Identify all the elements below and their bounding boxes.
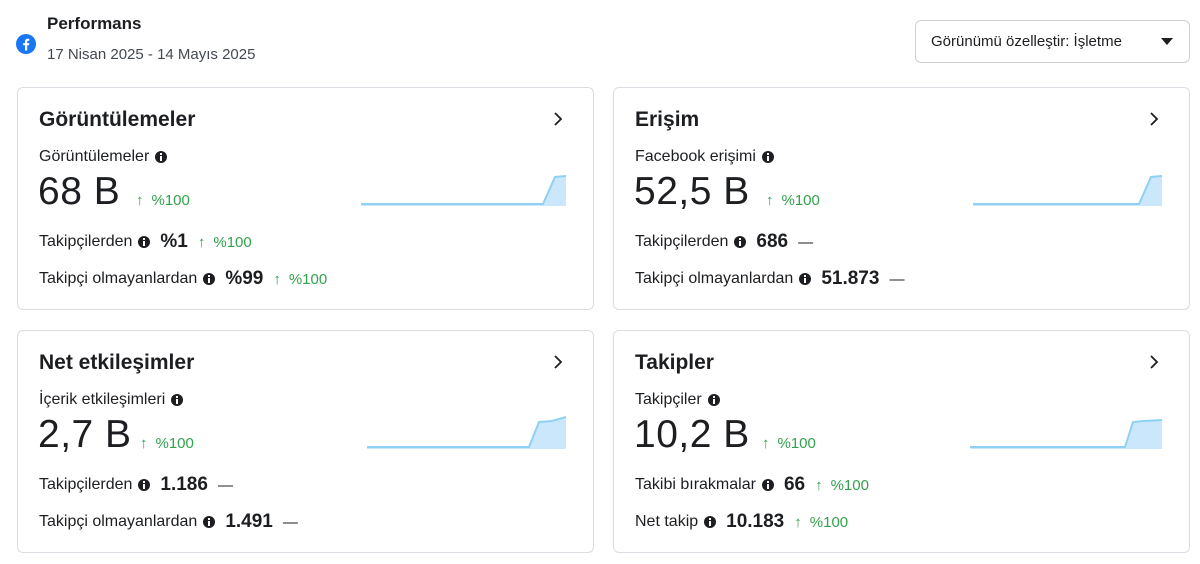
sub-metric-change: — xyxy=(217,476,233,494)
date-range: 17 Nisan 2025 - 14 Mayıs 2025 xyxy=(47,46,256,63)
sub-metric-label: Takipçilerden xyxy=(39,233,133,250)
sub-metric-value: %99 xyxy=(225,268,264,289)
sub-metric-row: Takipçilerden %1 ↑ %100 xyxy=(39,231,252,253)
sub-metric-label: Net takip xyxy=(635,513,699,530)
sub-metric-change: %100 xyxy=(288,270,328,288)
card-engagements[interactable]: Net etkileşimler İçerik etkileşimleri 2,… xyxy=(17,330,594,553)
metric-change: ↑ %100 xyxy=(136,192,190,209)
card-title: Erişim xyxy=(635,108,700,131)
chevron-right-icon[interactable] xyxy=(1145,351,1163,373)
arrow-up-icon: ↑ xyxy=(815,476,823,494)
arrow-up-icon: ↑ xyxy=(794,513,802,531)
metric-change-text: %100 xyxy=(155,435,194,452)
sub-metric-value: 66 xyxy=(783,474,806,495)
customize-view-dropdown[interactable]: Görünümü özelleştir: İşletme xyxy=(915,20,1190,63)
metric-value: 2,7 B xyxy=(38,413,132,456)
chevron-right-icon[interactable] xyxy=(549,108,567,130)
info-icon[interactable] xyxy=(203,273,216,285)
info-icon[interactable] xyxy=(138,479,151,491)
sub-metric-label: Takipçilerden xyxy=(39,476,133,493)
card-follows[interactable]: Takipler Takipçiler 10,2 B ↑ %100 Takibi… xyxy=(613,330,1190,553)
metric-change-text: %100 xyxy=(777,435,816,452)
arrow-up-icon: ↑ xyxy=(136,192,144,209)
chevron-right-icon[interactable] xyxy=(1145,108,1163,130)
sub-metric-row: Takipçilerden 1.186 — xyxy=(39,474,233,496)
metric-label-text: Facebook erişimi xyxy=(635,148,756,165)
arrow-up-icon: ↑ xyxy=(762,435,770,452)
sub-metric-change: — xyxy=(889,270,905,288)
sub-metric-change: %100 xyxy=(213,233,252,251)
page-title: Performans xyxy=(47,14,142,33)
info-icon[interactable] xyxy=(138,236,151,248)
info-icon[interactable] xyxy=(734,236,747,248)
sub-metric-row: Takibi bırakmalar 66 ↑ %100 xyxy=(635,474,869,496)
info-icon[interactable] xyxy=(707,394,720,406)
metric-label: İçerik etkileşimleri xyxy=(39,391,184,409)
caret-down-icon xyxy=(1161,38,1173,45)
metric-change: ↑ %100 xyxy=(140,435,194,452)
customize-view-label: Görünümü özelleştir: İşletme xyxy=(931,33,1122,50)
sub-metric-label: Takibi bırakmalar xyxy=(635,476,756,493)
sub-metric-change: — xyxy=(282,513,298,531)
metric-value: 10,2 B xyxy=(634,413,750,456)
sparkline-chart xyxy=(367,416,566,449)
arrow-up-icon: ↑ xyxy=(766,192,774,209)
metric-label: Görüntülemeler xyxy=(39,148,168,166)
facebook-icon xyxy=(16,34,36,54)
info-icon[interactable] xyxy=(203,516,216,528)
metric-change: ↑ %100 xyxy=(766,192,820,209)
sub-metric-label: Takipçi olmayanlardan xyxy=(39,270,198,287)
arrow-up-icon: ↑ xyxy=(273,270,281,288)
sparkline-chart xyxy=(973,175,1162,206)
card-views[interactable]: Görüntülemeler Görüntülemeler 68 B ↑ %10… xyxy=(17,87,594,310)
sub-metric-label: Takipçi olmayanlardan xyxy=(39,513,198,530)
sub-metric-label: Takipçilerden xyxy=(635,233,729,250)
metric-change-text: %100 xyxy=(781,192,820,209)
sub-metric-row: Takipçi olmayanlardan 1.491 — xyxy=(39,511,298,533)
sub-metric-row: Net takip 10.183 ↑ %100 xyxy=(635,511,848,533)
arrow-up-icon: ↑ xyxy=(197,233,206,251)
card-title: Görüntülemeler xyxy=(39,108,196,131)
sub-metric-row: Takipçilerden 686 — xyxy=(635,231,813,253)
sub-metric-value: 51.873 xyxy=(821,268,880,289)
sub-metric-value: 1.491 xyxy=(225,511,273,532)
card-reach[interactable]: Erişim Facebook erişimi 52,5 B ↑ %100 Ta… xyxy=(613,87,1190,310)
info-icon[interactable] xyxy=(171,394,184,406)
chevron-right-icon[interactable] xyxy=(549,351,567,373)
metric-label: Takipçiler xyxy=(635,391,720,409)
metric-label-text: Takipçiler xyxy=(635,391,702,408)
sub-metric-change: — xyxy=(798,233,814,251)
metric-label-text: Görüntülemeler xyxy=(39,148,150,165)
sub-metric-change: %100 xyxy=(830,476,869,494)
metric-value: 68 B xyxy=(38,170,121,213)
sub-metric-row: Takipçi olmayanlardan 51.873 — xyxy=(635,268,904,290)
sub-metric-value: 10.183 xyxy=(726,511,785,532)
info-icon[interactable] xyxy=(761,151,774,163)
sub-metric-change: %100 xyxy=(809,513,849,531)
sub-metric-label: Takipçi olmayanlardan xyxy=(635,270,794,287)
sparkline-chart xyxy=(361,175,566,206)
card-title: Net etkileşimler xyxy=(39,351,195,374)
info-icon[interactable] xyxy=(761,479,774,491)
info-icon[interactable] xyxy=(155,151,168,163)
sub-metric-value: 1.186 xyxy=(160,474,208,495)
sub-metric-value: %1 xyxy=(160,231,188,252)
info-icon[interactable] xyxy=(799,273,812,285)
performance-header: Performans 17 Nisan 2025 - 14 Mayıs 2025… xyxy=(0,0,1200,80)
sub-metric-row: Takipçi olmayanlardan %99 ↑ %100 xyxy=(39,268,327,290)
info-icon[interactable] xyxy=(704,516,717,528)
metric-change: ↑ %100 xyxy=(762,435,816,452)
metric-label: Facebook erişimi xyxy=(635,148,774,166)
sparkline-chart xyxy=(970,419,1162,449)
card-title: Takipler xyxy=(635,351,714,374)
arrow-up-icon: ↑ xyxy=(140,435,148,452)
sub-metric-value: 686 xyxy=(756,231,789,252)
metric-change-text: %100 xyxy=(151,192,190,209)
metric-value: 52,5 B xyxy=(634,170,750,213)
metric-label-text: İçerik etkileşimleri xyxy=(39,391,166,408)
